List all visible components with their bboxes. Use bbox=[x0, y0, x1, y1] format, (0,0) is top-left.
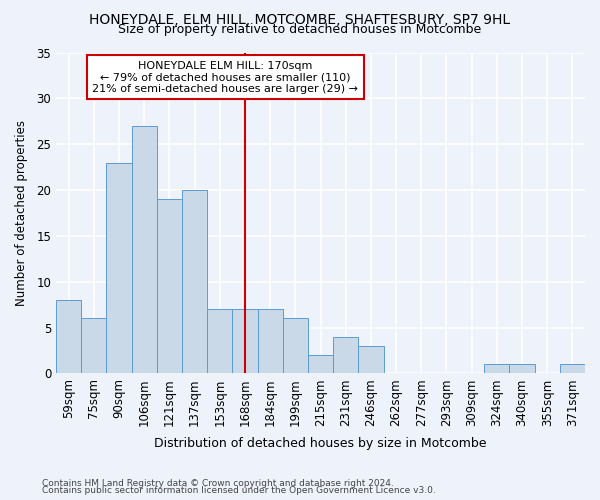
Bar bbox=[560, 364, 585, 374]
Text: Size of property relative to detached houses in Motcombe: Size of property relative to detached ho… bbox=[118, 22, 482, 36]
Text: Contains HM Land Registry data © Crown copyright and database right 2024.: Contains HM Land Registry data © Crown c… bbox=[42, 478, 394, 488]
Text: HONEYDALE ELM HILL: 170sqm
← 79% of detached houses are smaller (110)
21% of sem: HONEYDALE ELM HILL: 170sqm ← 79% of deta… bbox=[92, 60, 358, 94]
Text: HONEYDALE, ELM HILL, MOTCOMBE, SHAFTESBURY, SP7 9HL: HONEYDALE, ELM HILL, MOTCOMBE, SHAFTESBU… bbox=[89, 12, 511, 26]
Bar bbox=[333, 336, 358, 374]
Bar bbox=[257, 309, 283, 374]
Bar bbox=[182, 190, 207, 374]
Bar bbox=[283, 318, 308, 374]
Bar bbox=[131, 126, 157, 374]
Bar bbox=[56, 300, 81, 374]
Text: Contains public sector information licensed under the Open Government Licence v3: Contains public sector information licen… bbox=[42, 486, 436, 495]
Bar bbox=[358, 346, 383, 374]
Bar bbox=[232, 309, 257, 374]
Bar bbox=[106, 162, 131, 374]
Bar bbox=[81, 318, 106, 374]
Y-axis label: Number of detached properties: Number of detached properties bbox=[15, 120, 28, 306]
Bar bbox=[157, 199, 182, 374]
Bar bbox=[484, 364, 509, 374]
Bar bbox=[308, 355, 333, 374]
Bar bbox=[207, 309, 232, 374]
X-axis label: Distribution of detached houses by size in Motcombe: Distribution of detached houses by size … bbox=[154, 437, 487, 450]
Bar bbox=[509, 364, 535, 374]
